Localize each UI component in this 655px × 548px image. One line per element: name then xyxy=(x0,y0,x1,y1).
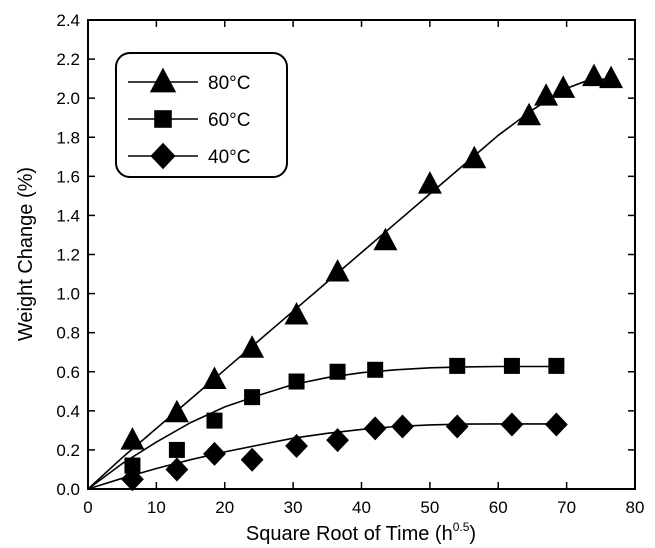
data-points xyxy=(120,63,624,492)
x-tick-label: 50 xyxy=(420,498,439,517)
data-point-triangle xyxy=(373,227,398,251)
data-point-triangle xyxy=(599,65,624,89)
x-tick-label: 80 xyxy=(626,498,645,517)
data-point-diamond xyxy=(391,414,414,439)
y-tick-label: 0.0 xyxy=(56,480,80,499)
legend-label: 60°C xyxy=(208,110,250,131)
data-point-triangle xyxy=(581,63,606,87)
legend-label: 80°C xyxy=(208,73,250,94)
legend-label: 40°C xyxy=(208,147,250,168)
legend-marker-square xyxy=(154,110,172,128)
y-tick-label: 0.2 xyxy=(56,441,80,460)
x-tick-label: 70 xyxy=(557,498,576,517)
y-tick-label: 0.6 xyxy=(56,363,80,382)
data-point-triangle xyxy=(517,102,542,126)
data-point-diamond xyxy=(165,457,189,482)
legend: 80°C 60°C 40°C xyxy=(115,52,288,178)
data-point-diamond xyxy=(285,434,308,459)
y-tick-label: 0.8 xyxy=(56,324,80,343)
data-point-square xyxy=(548,357,565,374)
y-tick-label: 1.4 xyxy=(56,206,80,225)
legend-items: 80°C 60°C 40°C xyxy=(128,67,250,170)
series-line-square xyxy=(87,365,557,490)
data-point-triangle xyxy=(534,83,559,106)
legend-box xyxy=(115,52,288,178)
y-axis-ticks: 0.0 0.2 0.4 0.6 0.8 1.0 1.2 1.4 1.6 1.8 2.0 2.2 2.4 xyxy=(56,11,635,499)
y-tick-label: 2.0 xyxy=(56,89,80,108)
x-tick-label: 40 xyxy=(352,498,371,517)
data-point-square xyxy=(503,357,520,374)
x-tick-label: 60 xyxy=(489,498,508,517)
data-point-triangle xyxy=(120,427,145,450)
data-point-diamond xyxy=(544,412,568,437)
y-tick-label: 0.4 xyxy=(56,402,80,421)
data-point-diamond xyxy=(445,414,469,439)
data-point-diamond xyxy=(240,447,264,472)
y-axis-label: Weight Change (%) xyxy=(15,167,37,341)
x-tick-label: 30 xyxy=(284,498,303,517)
data-point-square xyxy=(329,363,346,380)
y-tick-label: 1.8 xyxy=(56,128,80,147)
series-line-diamond xyxy=(87,423,557,490)
y-tick-label: 1.2 xyxy=(56,246,80,265)
y-tick-label: 2.4 xyxy=(56,11,80,30)
data-point-diamond xyxy=(203,441,226,466)
legend-marker-diamond xyxy=(150,142,176,170)
data-point-square xyxy=(449,357,466,374)
data-point-diamond xyxy=(326,428,349,453)
data-point-triangle xyxy=(417,171,442,194)
y-tick-label: 1.6 xyxy=(56,167,80,186)
data-point-square xyxy=(367,361,384,378)
x-tick-label: 20 xyxy=(215,498,234,517)
y-tick-label: 1.0 xyxy=(56,285,80,304)
data-point-diamond xyxy=(500,412,524,437)
data-point-square xyxy=(206,412,223,429)
data-point-triangle xyxy=(462,145,487,169)
data-point-square xyxy=(288,373,305,390)
data-point-triangle xyxy=(164,399,189,423)
data-point-diamond xyxy=(121,467,144,492)
data-point-diamond xyxy=(363,416,387,441)
x-tick-label: 10 xyxy=(147,498,166,517)
legend-marker-triangle xyxy=(149,67,177,93)
data-point-triangle xyxy=(202,366,227,390)
data-point-triangle xyxy=(325,259,350,282)
data-point-square xyxy=(124,457,141,474)
y-tick-label: 2.2 xyxy=(56,50,80,69)
data-point-triangle xyxy=(240,335,265,358)
data-point-square xyxy=(244,389,261,406)
data-point-triangle xyxy=(551,75,576,98)
x-tick-label: 0 xyxy=(83,498,92,517)
x-axis-label: Square Root of Time (h0.5) xyxy=(246,520,476,545)
x-axis-ticks: 0 10 20 30 40 50 60 70 80 xyxy=(83,20,644,517)
data-point-square xyxy=(168,441,185,458)
data-point-triangle xyxy=(284,302,309,325)
